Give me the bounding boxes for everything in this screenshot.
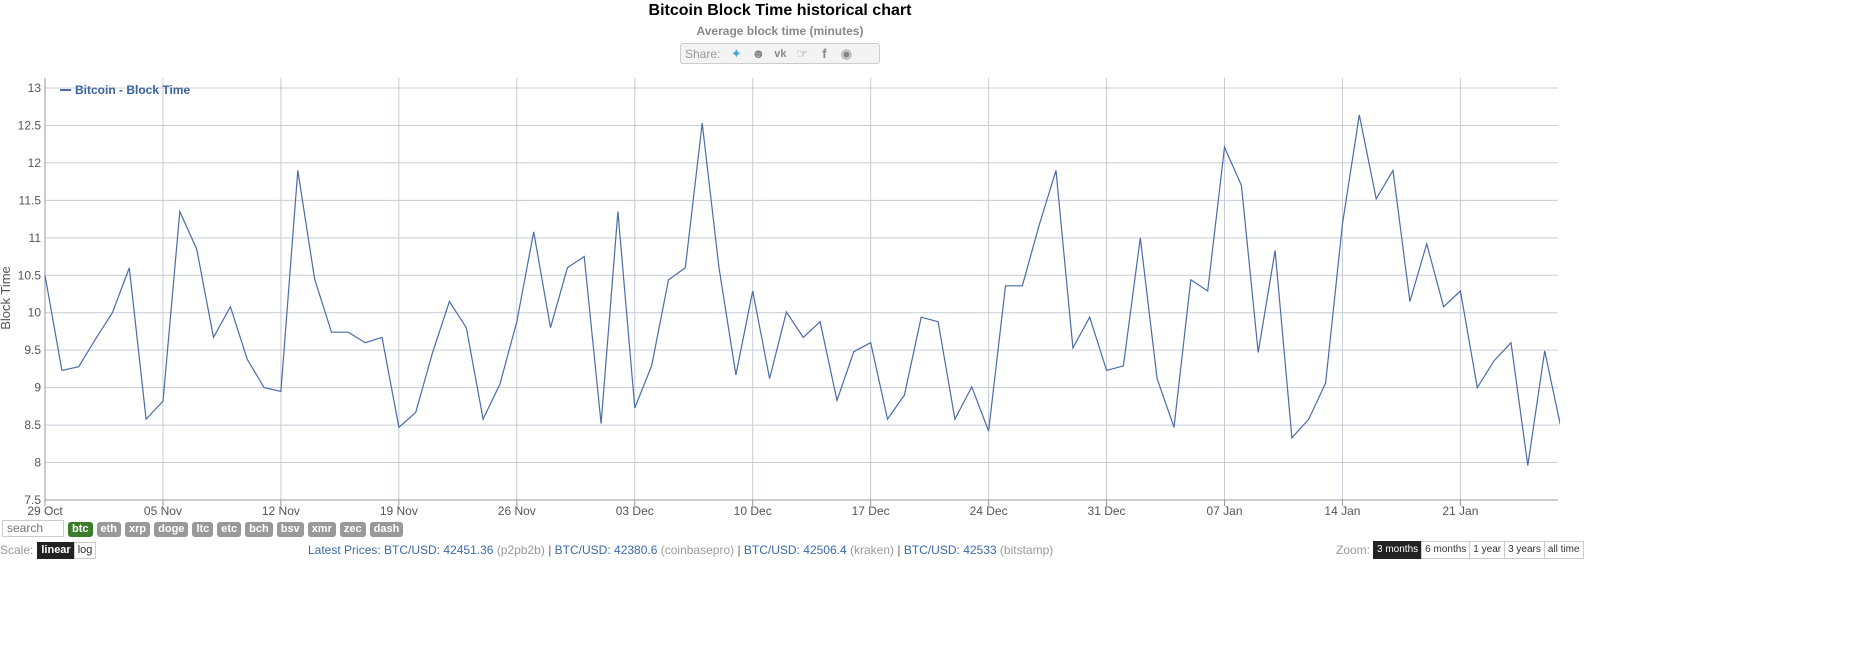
coin-button-etc[interactable]: etc <box>217 522 242 537</box>
zoom-option[interactable]: 6 months <box>1421 541 1471 559</box>
y-tick-label: 7.5 <box>24 493 41 507</box>
x-tick-label: 17 Dec <box>852 504 890 518</box>
coin-button-xmr[interactable]: xmr <box>307 522 336 537</box>
y-axis: 7.5 8 8.5 9 9.5 10 10.5 11 11.5 12 12.5 13 <box>18 78 46 507</box>
y-tick-label: 9.5 <box>24 343 41 357</box>
price-value: 42506.4 <box>803 543 847 557</box>
y-axis-label: Block Time <box>0 266 13 330</box>
price-source: (bitstamp) <box>999 543 1054 557</box>
coin-button-ltc[interactable]: ltc <box>192 522 214 537</box>
price-value: 42380.6 <box>614 543 658 557</box>
zoom-controls: Zoom: 3 months 6 months 1 year 3 years all t… <box>1336 541 1584 559</box>
scale-row: Scale: linear log <box>0 541 97 559</box>
y-tick-label: 10 <box>28 306 42 320</box>
like-icon[interactable]: ☞ <box>796 45 809 61</box>
x-tick-label: 05 Nov <box>144 504 182 518</box>
x-tick-label: 19 Nov <box>380 504 418 518</box>
x-axis: 29 Oct 05 Nov 12 Nov 19 Nov 26 Nov 03 Dec 10 D… <box>27 499 1558 518</box>
zoom-option[interactable]: 3 months <box>1373 541 1423 559</box>
legend[interactable]: Bitcoin - Block Time <box>60 83 190 97</box>
coin-button-dash[interactable]: dash <box>369 522 404 537</box>
x-tick-label: 24 Dec <box>970 504 1008 518</box>
price-list: BTC/USD: 42451.36 (p2pb2b) | BTC/USD: 42… <box>384 543 1053 557</box>
y-tick-label: 13 <box>28 81 42 95</box>
y-tick-label: 8 <box>34 456 41 470</box>
price-pair: BTC/USD: <box>554 543 611 557</box>
price-value: 42533 <box>963 543 997 557</box>
coin-list: btc eth xrp doge ltc etc bch bsv xmr zec dash <box>64 519 404 537</box>
series-line[interactable] <box>44 114 1560 466</box>
scale-label: Scale: <box>0 543 34 557</box>
facebook-icon[interactable]: f <box>822 46 827 61</box>
price-source: (kraken) <box>850 543 895 557</box>
zoom-label: Zoom: <box>1336 543 1371 557</box>
x-tick-label: 26 Nov <box>498 504 536 518</box>
reddit-icon[interactable]: ☻ <box>751 46 766 61</box>
y-tick-label: 11.5 <box>19 193 42 207</box>
zoom-options: 3 months 6 months 1 year 3 years all time <box>1373 541 1584 559</box>
latest-prices: Latest Prices: BTC/USD: 42451.36 (p2pb2b… <box>308 543 1053 557</box>
price-entry: BTC/USD: 42380.6 (coinbasepro) | <box>554 543 741 557</box>
share-label: Share: <box>685 46 721 61</box>
x-tick-label: 03 Dec <box>616 504 654 518</box>
x-tick-label: 07 Jan <box>1206 504 1242 518</box>
grid <box>44 78 1558 501</box>
price-value: 42451.36 <box>443 543 494 557</box>
zoom-option[interactable]: 3 years <box>1504 541 1545 559</box>
y-tick-label: 12 <box>28 156 42 170</box>
coin-button-xrp[interactable]: xrp <box>125 522 151 537</box>
x-tick-label: 14 Jan <box>1324 504 1360 518</box>
twitter-icon[interactable]: ✦ <box>730 45 742 61</box>
price-source: (coinbasepro) <box>660 543 735 557</box>
x-tick-label: 29 Oct <box>27 504 63 518</box>
y-tick-label: 12.5 <box>18 118 42 132</box>
price-pair: BTC/USD: <box>743 543 800 557</box>
share-bar: Share: ✦ ☻ vk ☞ f ◉ <box>680 43 880 64</box>
latest-prices-label: Latest Prices: <box>308 543 381 557</box>
x-tick-label: 31 Dec <box>1088 504 1126 518</box>
search-input[interactable] <box>2 519 64 537</box>
y-tick-label: 11 <box>29 231 42 245</box>
x-tick-label: 10 Dec <box>734 504 772 518</box>
series <box>44 114 1560 466</box>
weibo-icon[interactable]: ◉ <box>840 45 853 61</box>
coin-button-zec[interactable]: zec <box>339 522 366 537</box>
vk-icon[interactable]: vk <box>774 47 787 60</box>
price-entry: BTC/USD: 42506.4 (kraken) | <box>743 543 901 557</box>
y-tick-label: 8.5 <box>24 418 41 432</box>
x-tick-label: 21 Jan <box>1442 504 1478 518</box>
zoom-option[interactable]: 1 year <box>1469 541 1506 559</box>
price-pair: BTC/USD: <box>384 543 441 557</box>
legend-label: Bitcoin - Block Time <box>75 83 190 97</box>
scale-linear-button[interactable]: linear <box>37 541 75 559</box>
price-pair: BTC/USD: <box>903 543 960 557</box>
chart-subtitle: Average block time (minutes) <box>696 24 864 38</box>
coin-button-bsv[interactable]: bsv <box>276 522 304 537</box>
scale-log-button[interactable]: log <box>73 541 97 559</box>
coin-button-eth[interactable]: eth <box>96 522 121 537</box>
price-entry: BTC/USD: 42533 (bitstamp) <box>900 543 1053 557</box>
zoom-option[interactable]: all time <box>1543 541 1584 559</box>
chart-title: Bitcoin Block Time historical chart <box>648 2 912 19</box>
x-tick-label: 12 Nov <box>262 504 300 518</box>
coin-button-btc[interactable]: btc <box>68 522 93 537</box>
y-tick-label: 9 <box>34 381 41 395</box>
coin-button-bch[interactable]: bch <box>245 522 273 537</box>
coin-button-doge[interactable]: doge <box>154 522 189 537</box>
block-time-chart[interactable]: 7.5 8 8.5 9 9.5 10 10.5 11 11.5 12 12.5 13 29 Oct 05… <box>0 70 1560 520</box>
price-entry: BTC/USD: 42451.36 (p2pb2b) | <box>384 543 552 557</box>
price-source: (p2pb2b) <box>496 543 545 557</box>
y-tick-label: 10.5 <box>18 268 42 282</box>
